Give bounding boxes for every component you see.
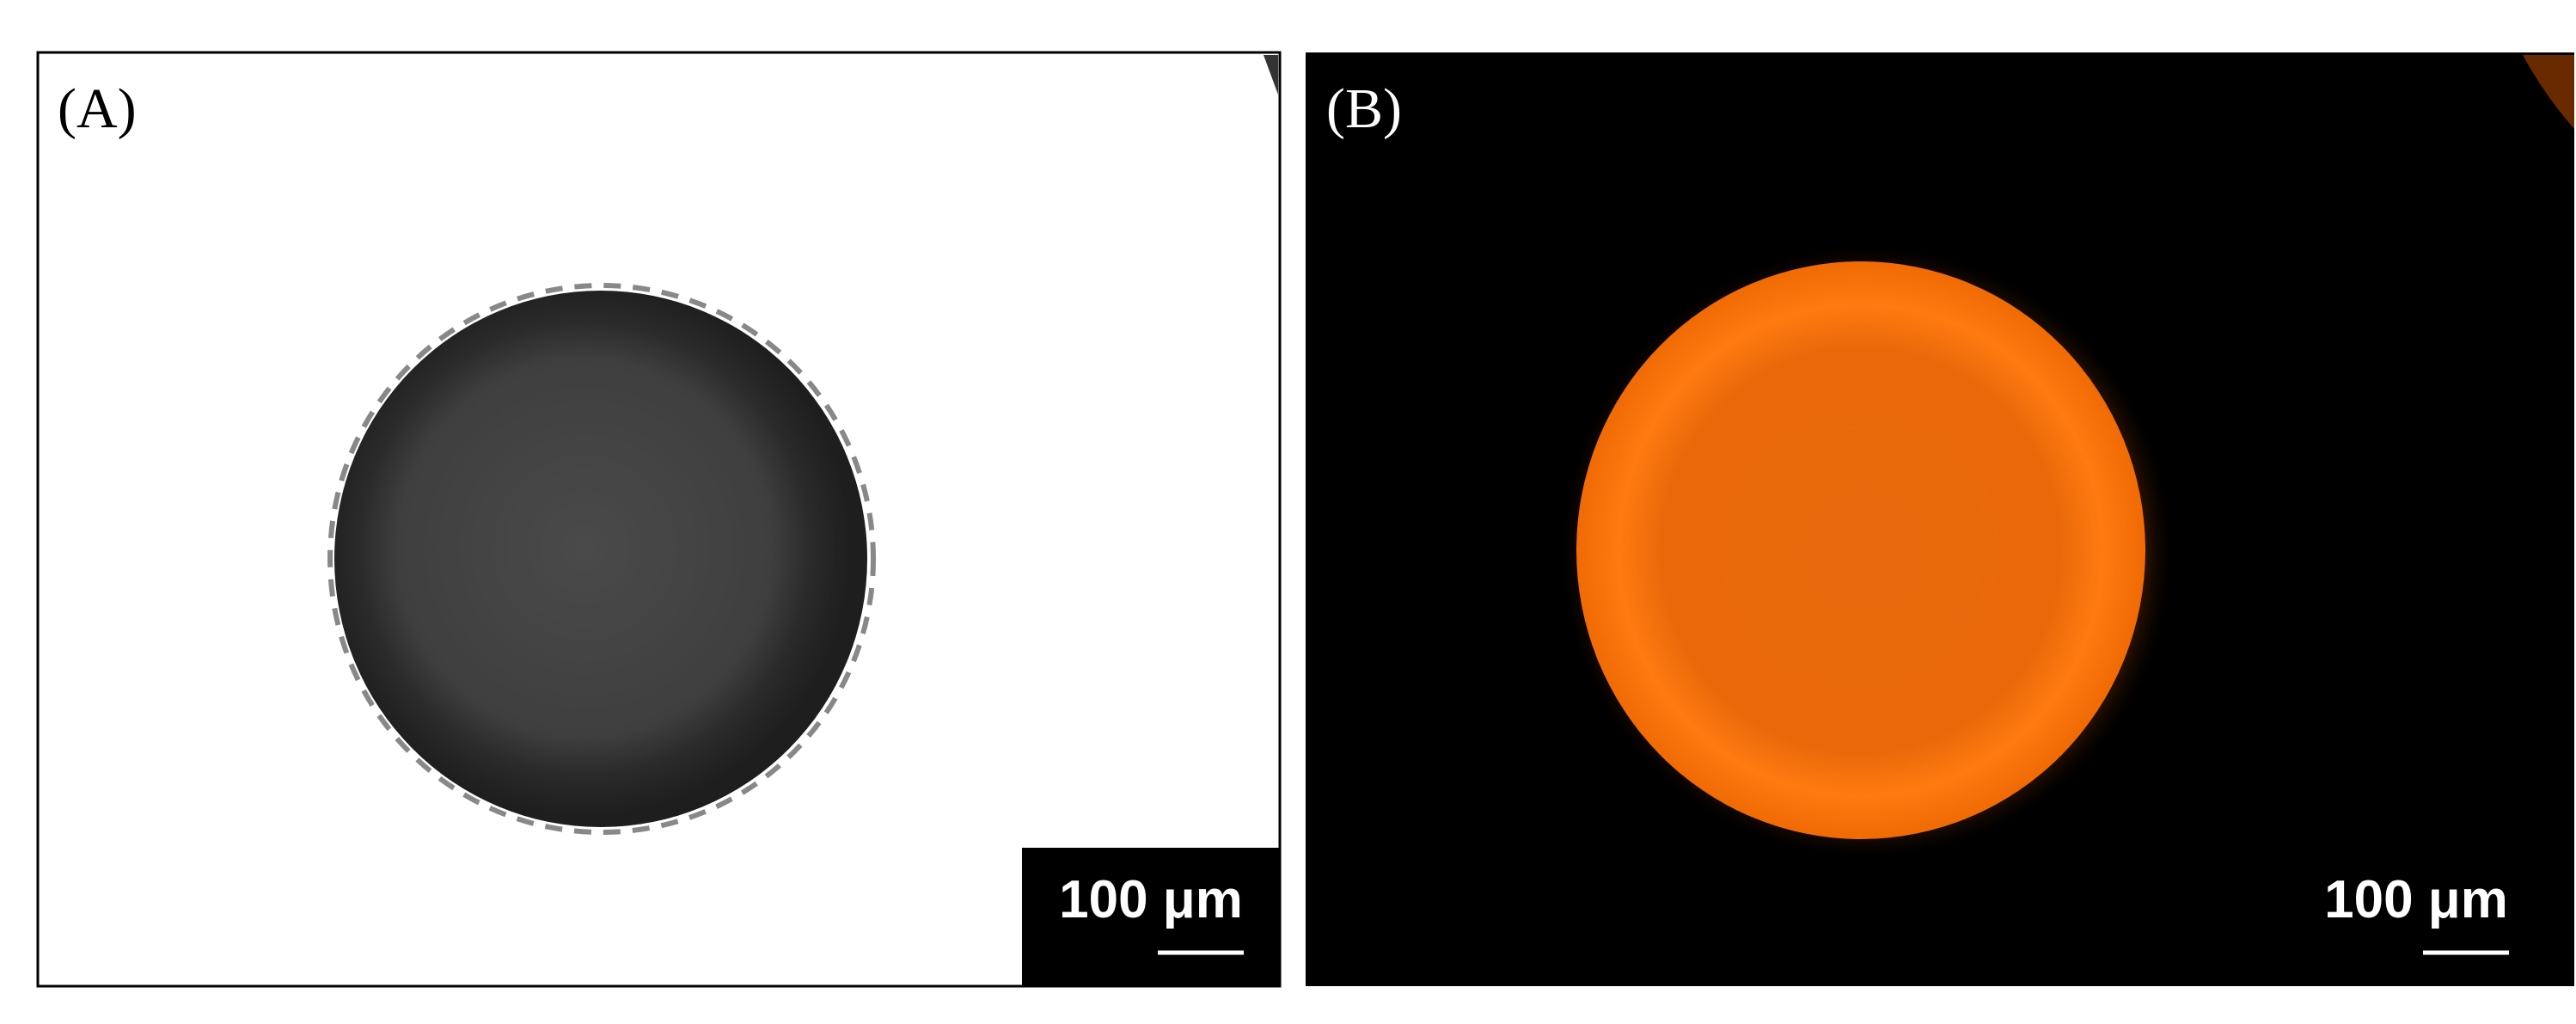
cell	[334, 291, 867, 827]
edge-fragment	[1264, 55, 1278, 95]
cell	[1576, 261, 2145, 839]
cell-halo	[327, 283, 876, 835]
panel-b: (B) 100 μm	[1306, 52, 2574, 986]
scale-bar-box	[1022, 848, 1280, 986]
scale-bar-label: 100 μm	[2324, 870, 2508, 929]
panel-label: (B)	[1326, 77, 1402, 140]
panel-label: (A)	[58, 77, 137, 140]
edge-fragment	[2523, 55, 2574, 129]
scale-bar-label: 100 μm	[1059, 870, 1243, 929]
panel-a: (A) 100 μm	[36, 51, 1282, 988]
